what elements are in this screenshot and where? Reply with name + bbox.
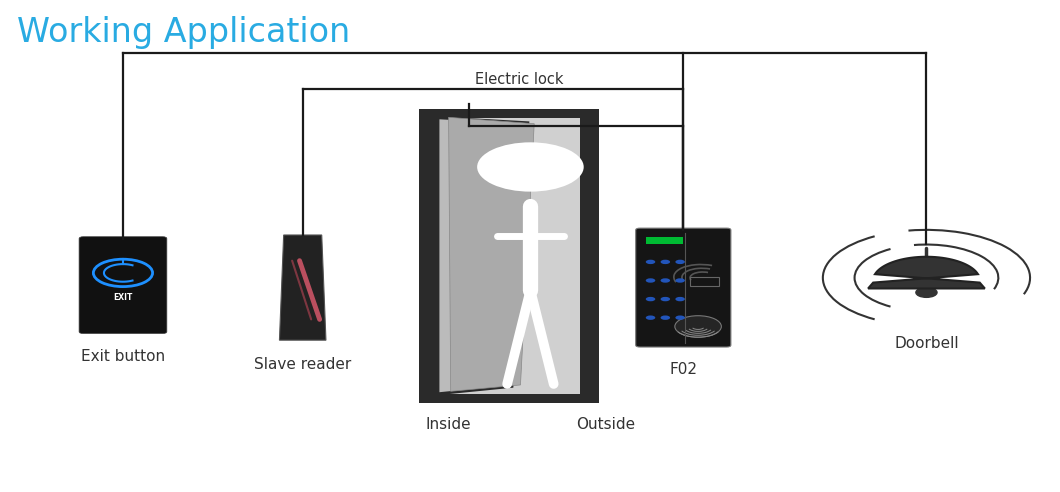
Text: Outside: Outside	[577, 417, 636, 432]
Text: Doorbell: Doorbell	[895, 336, 959, 350]
FancyBboxPatch shape	[80, 237, 166, 334]
Bar	[419, 394, 599, 402]
Text: Slave reader: Slave reader	[254, 357, 351, 372]
Circle shape	[675, 315, 685, 320]
Bar	[438, 118, 580, 394]
Bar	[419, 109, 599, 118]
Text: Working Application: Working Application	[17, 16, 351, 49]
Circle shape	[675, 316, 722, 337]
Bar	[647, 237, 683, 244]
Bar	[419, 109, 438, 402]
Text: Inside: Inside	[426, 417, 472, 432]
Text: Electric lock: Electric lock	[475, 72, 563, 87]
Circle shape	[477, 142, 584, 192]
Circle shape	[660, 315, 670, 320]
Circle shape	[660, 297, 670, 301]
Circle shape	[660, 278, 670, 283]
Circle shape	[660, 260, 670, 264]
Text: EXIT: EXIT	[113, 293, 132, 302]
Circle shape	[675, 297, 685, 301]
Polygon shape	[438, 118, 528, 394]
Circle shape	[646, 260, 655, 264]
Bar	[580, 109, 599, 402]
Circle shape	[916, 287, 937, 297]
Polygon shape	[280, 235, 326, 340]
Circle shape	[646, 315, 655, 320]
Polygon shape	[868, 257, 985, 288]
Polygon shape	[448, 117, 534, 391]
Circle shape	[646, 297, 655, 301]
Circle shape	[675, 278, 685, 283]
Text: F02: F02	[669, 362, 697, 377]
Bar	[690, 277, 720, 286]
Text: Exit button: Exit button	[81, 349, 165, 364]
Circle shape	[675, 260, 685, 264]
FancyBboxPatch shape	[636, 228, 731, 347]
Circle shape	[646, 278, 655, 283]
